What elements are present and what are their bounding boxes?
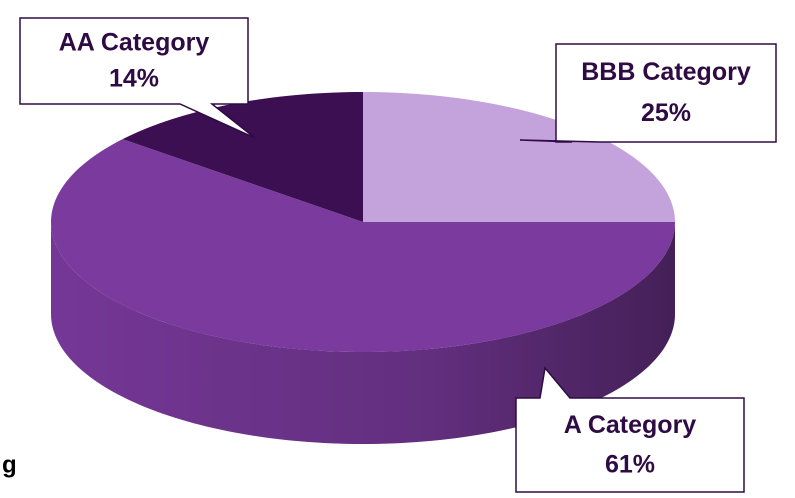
- slice: [122, 92, 363, 222]
- callout-box: [19, 17, 256, 139]
- text-fragment: g: [2, 451, 17, 478]
- callout-value: 61%: [605, 450, 655, 478]
- callout-category: AA Category: [59, 28, 210, 56]
- callouts: BBB Category 25% A Category 61% AA Category 1…: [19, 17, 777, 493]
- callout-box: [519, 43, 777, 143]
- callout-value: 25%: [641, 99, 691, 127]
- callout-box: [515, 366, 745, 493]
- callout-category: A Category: [564, 411, 697, 439]
- slice: [51, 139, 676, 352]
- callout-category: BBB Category: [581, 58, 751, 86]
- slice: [363, 92, 675, 222]
- callout-value: 14%: [109, 65, 159, 93]
- pie: [51, 92, 676, 444]
- slice-side-shade: [51, 222, 675, 444]
